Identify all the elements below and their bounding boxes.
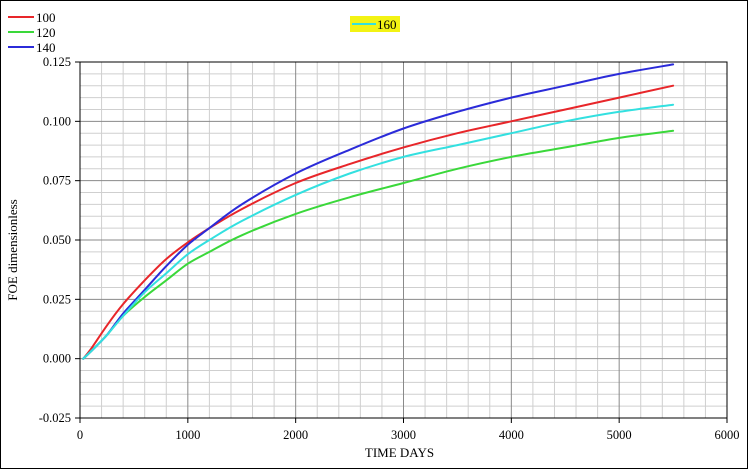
legend-label-100: 100 bbox=[36, 10, 56, 25]
x-tick-label: 2000 bbox=[283, 428, 308, 442]
series-line-100 bbox=[82, 84, 675, 360]
legend-label-120: 120 bbox=[36, 25, 56, 40]
x-tick-label: 5000 bbox=[607, 428, 632, 442]
y-tick-label: 0.125 bbox=[43, 55, 71, 69]
x-tick-label: 6000 bbox=[715, 428, 740, 442]
y-tick-label: 0.025 bbox=[43, 292, 71, 306]
x-tick-label: 4000 bbox=[499, 428, 524, 442]
y-axis-title: FOE dimensionless bbox=[5, 199, 20, 300]
y-tick-label: 0.100 bbox=[43, 114, 71, 128]
legend-label-160: 160 bbox=[377, 17, 397, 32]
major-grid bbox=[79, 61, 728, 419]
x-tick-label: 0 bbox=[77, 428, 83, 442]
x-tick-label: 1000 bbox=[175, 428, 200, 442]
series-line-140 bbox=[82, 63, 675, 360]
series-line-160 bbox=[82, 103, 675, 360]
x-axis-ticks: 0 1000 2000 3000 4000 5000 6000 bbox=[77, 418, 740, 442]
y-tick-label: 0.075 bbox=[43, 174, 71, 188]
legend-secondary: 160 bbox=[350, 16, 400, 32]
legend-label-140: 140 bbox=[36, 40, 56, 55]
x-tick-label: 3000 bbox=[391, 428, 416, 442]
x-axis-title: TIME DAYS bbox=[365, 445, 434, 460]
y-tick-label: 0.000 bbox=[43, 352, 71, 366]
y-axis-ticks: -0.025 0.000 0.025 0.050 0.075 0.100 0.125 bbox=[39, 55, 80, 425]
y-tick-label: 0.050 bbox=[43, 233, 71, 247]
y-tick-label: -0.025 bbox=[39, 411, 71, 425]
series-layer bbox=[82, 63, 675, 360]
